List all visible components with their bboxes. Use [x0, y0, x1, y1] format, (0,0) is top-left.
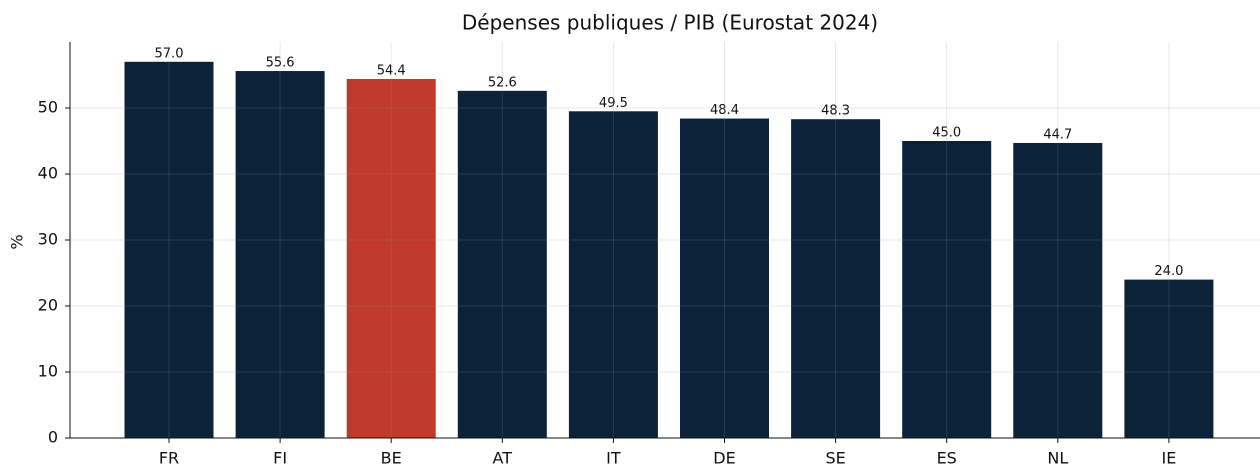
x-tick-label: DE [713, 449, 735, 466]
x-tick-label: IE [1161, 449, 1176, 466]
x-tick-label: AT [493, 449, 513, 466]
y-tick-label: 40 [38, 164, 58, 183]
x-tick-label: ES [937, 449, 957, 466]
bar [1124, 279, 1214, 438]
value-label: 49.5 [599, 96, 628, 111]
y-axis-label: % [8, 234, 27, 249]
bar [902, 141, 992, 438]
value-label: 54.4 [377, 63, 406, 78]
value-label: 55.6 [266, 56, 295, 71]
bar [346, 78, 436, 439]
y-tick-label: 10 [38, 362, 58, 381]
x-tick-label: FR [159, 449, 179, 466]
bar [791, 119, 881, 438]
y-tick-label: 20 [38, 296, 58, 315]
x-tick-label: SE [825, 449, 845, 466]
y-tick-label: 30 [38, 230, 58, 249]
chart-title: Dépenses publiques / PIB (Eurostat 2024) [462, 11, 878, 35]
value-label: 57.0 [155, 46, 184, 61]
bar [124, 61, 214, 439]
x-tick-label: FI [273, 449, 287, 466]
bar [235, 71, 325, 438]
bar [680, 118, 769, 438]
value-label: 52.6 [488, 75, 517, 90]
bar [568, 111, 658, 439]
value-label: 45.0 [932, 126, 961, 141]
bar [457, 90, 547, 438]
x-tick-label: IT [606, 449, 621, 466]
x-tick-label: BE [381, 449, 402, 466]
y-tick-label: 50 [38, 98, 58, 117]
y-tick-label: 0 [48, 428, 58, 447]
value-label: 44.7 [1043, 127, 1072, 142]
value-label: 48.4 [710, 103, 739, 118]
x-tick-label: NL [1047, 449, 1068, 466]
value-label: 24.0 [1154, 264, 1183, 279]
bar [1013, 142, 1103, 439]
value-label: 48.3 [821, 104, 850, 119]
